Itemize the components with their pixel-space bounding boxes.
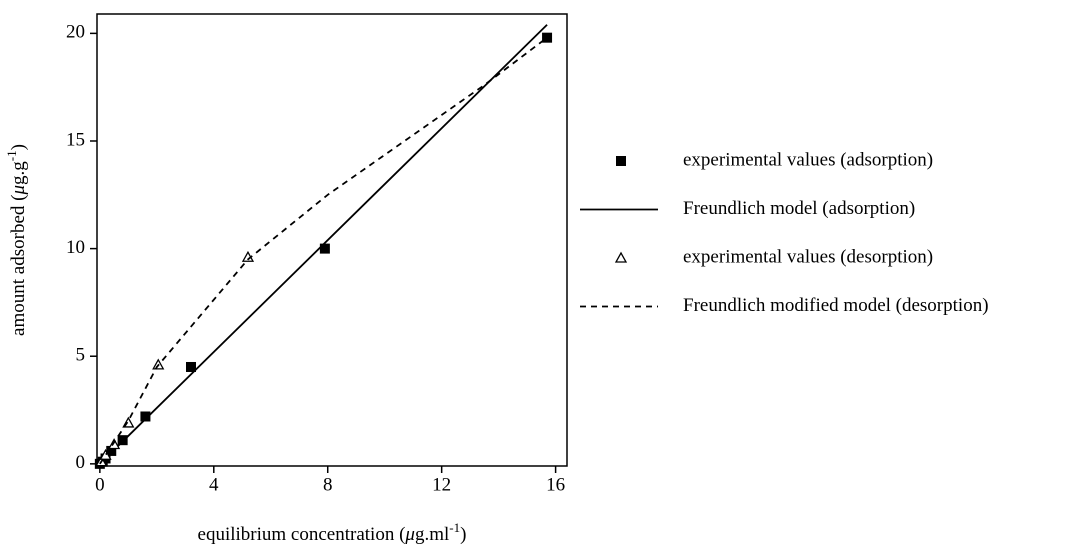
y-label-part: )	[8, 144, 29, 150]
x-label-part: -1	[449, 520, 460, 535]
y-tick-label: 15	[66, 129, 85, 150]
y-axis-label: amount adsorbed (μg.g-1)	[4, 144, 29, 336]
legend-label: experimental values (adsorption)	[683, 149, 933, 170]
legend-label: Freundlich model (adsorption)	[683, 198, 915, 219]
y-label-part: -1	[4, 150, 19, 161]
y-tick-label: 20	[66, 22, 85, 43]
x-tick-label: 4	[209, 474, 219, 495]
square-marker	[319, 243, 330, 254]
y-label-part: g.g	[8, 161, 29, 185]
square-marker	[106, 445, 117, 456]
model-line	[99, 24, 548, 465]
x-label-part: )	[460, 524, 466, 545]
x-label-part: g.ml	[415, 524, 449, 545]
legend-marker	[616, 156, 626, 166]
plot-frame	[96, 13, 568, 467]
square-marker	[186, 361, 196, 372]
x-axis-label: equilibrium concentration (μg.ml-1)	[198, 520, 467, 545]
legend-marker	[614, 251, 628, 263]
square-marker	[140, 411, 151, 422]
legend-label: experimental values (desorption)	[683, 246, 933, 267]
triangle-marker	[107, 438, 121, 450]
x-tick-label: 16	[546, 474, 565, 495]
legend-label: Freundlich modified model (desorption)	[683, 295, 989, 316]
square-marker	[117, 435, 128, 446]
y-label-part: μ	[8, 185, 29, 196]
y-tick-label: 0	[76, 452, 86, 473]
triangle-marker	[99, 448, 112, 460]
x-label-part: μ	[404, 524, 415, 545]
x-tick-label: 0	[95, 474, 105, 495]
y-label-part: amount adsorbed (	[8, 195, 29, 336]
y-tick-label: 5	[76, 345, 86, 366]
x-tick-label: 12	[432, 474, 451, 495]
x-tick-label: 8	[323, 474, 333, 495]
square-marker	[542, 32, 553, 43]
model-line	[99, 36, 548, 465]
y-tick-label: 10	[66, 237, 85, 258]
x-label-part: equilibrium concentration (	[198, 524, 406, 545]
